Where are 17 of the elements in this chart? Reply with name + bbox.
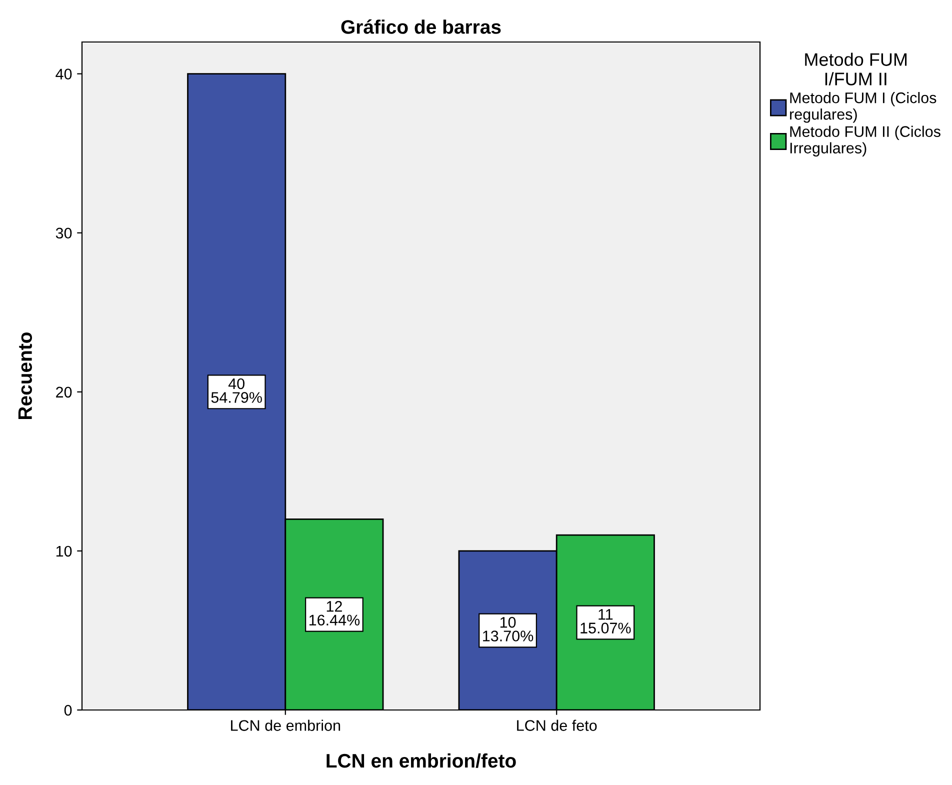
x-tick-label: LCN de feto [517, 720, 597, 731]
y-tick-label: 40 [56, 68, 72, 80]
data-label: 11 15.07% [580, 609, 631, 634]
legend-label: Metodo FUM II (Ciclos Irregulares) [790, 126, 940, 156]
y-tick-label: 30 [56, 228, 72, 239]
y-tick-label: 10 [56, 546, 72, 557]
data-label: 12 16.44% [309, 601, 360, 626]
data-label: 10 13.70% [483, 616, 534, 642]
y-axis-title: Recuento [18, 332, 32, 419]
y-tick-label: 0 [64, 704, 72, 716]
y-tick-label: 20 [56, 386, 72, 398]
x-tick-label: LCN de embrion [231, 720, 340, 731]
data-label: 40 54.79% [211, 378, 262, 403]
legend-title: Metodo FUM I/FUM II [805, 52, 907, 86]
x-axis-title: LCN en embrion/feto [326, 753, 516, 768]
chart-title: Gráfico de barras [341, 19, 501, 34]
legend-label: Metodo FUM I (Ciclos regulares) [790, 92, 936, 123]
